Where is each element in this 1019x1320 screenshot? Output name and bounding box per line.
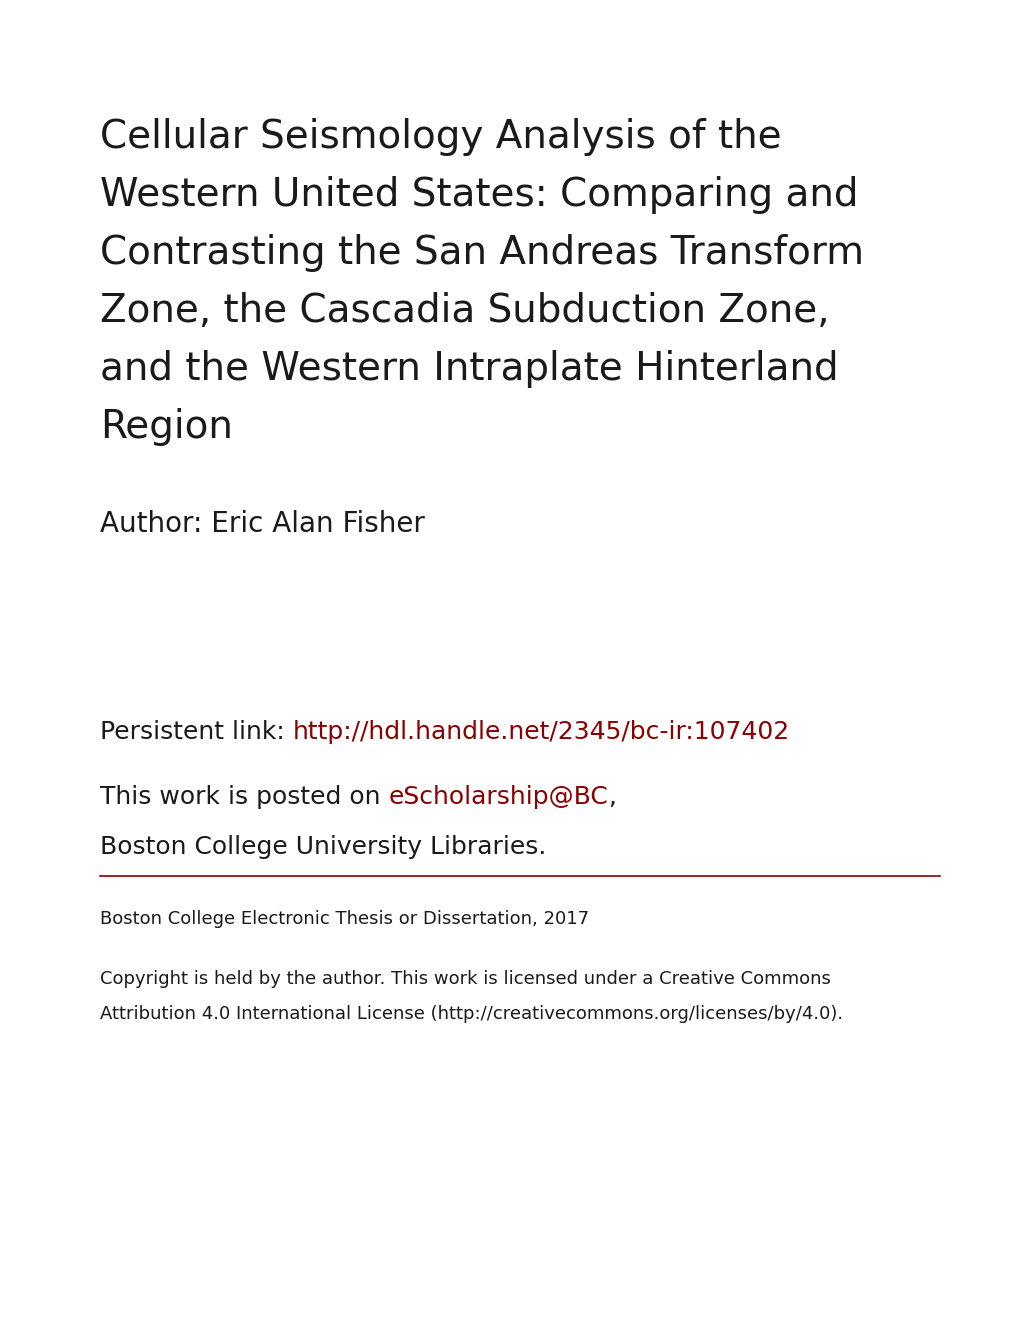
Text: Western United States: Comparing and: Western United States: Comparing and xyxy=(100,176,858,214)
Text: Contrasting the San Andreas Transform: Contrasting the San Andreas Transform xyxy=(100,234,863,272)
Text: Zone, the Cascadia Subduction Zone,: Zone, the Cascadia Subduction Zone, xyxy=(100,292,828,330)
Text: http://hdl.handle.net/2345/bc-ir:107402: http://hdl.handle.net/2345/bc-ir:107402 xyxy=(292,719,790,744)
Text: This work is posted on: This work is posted on xyxy=(100,785,388,809)
Text: Boston College University Libraries.: Boston College University Libraries. xyxy=(100,836,546,859)
Text: Cellular Seismology Analysis of the: Cellular Seismology Analysis of the xyxy=(100,117,781,156)
Text: Attribution 4.0 International License (http://creativecommons.org/licenses/by/4.: Attribution 4.0 International License (h… xyxy=(100,1005,843,1023)
Text: Region: Region xyxy=(100,408,232,446)
Text: and the Western Intraplate Hinterland: and the Western Intraplate Hinterland xyxy=(100,350,838,388)
Text: ,: , xyxy=(607,785,615,809)
Text: Copyright is held by the author. This work is licensed under a Creative Commons: Copyright is held by the author. This wo… xyxy=(100,970,830,987)
Text: eScholarship@BC: eScholarship@BC xyxy=(388,785,607,809)
Text: Author: Eric Alan Fisher: Author: Eric Alan Fisher xyxy=(100,510,425,539)
Text: Persistent link:: Persistent link: xyxy=(100,719,292,744)
Text: Boston College Electronic Thesis or Dissertation, 2017: Boston College Electronic Thesis or Diss… xyxy=(100,909,589,928)
